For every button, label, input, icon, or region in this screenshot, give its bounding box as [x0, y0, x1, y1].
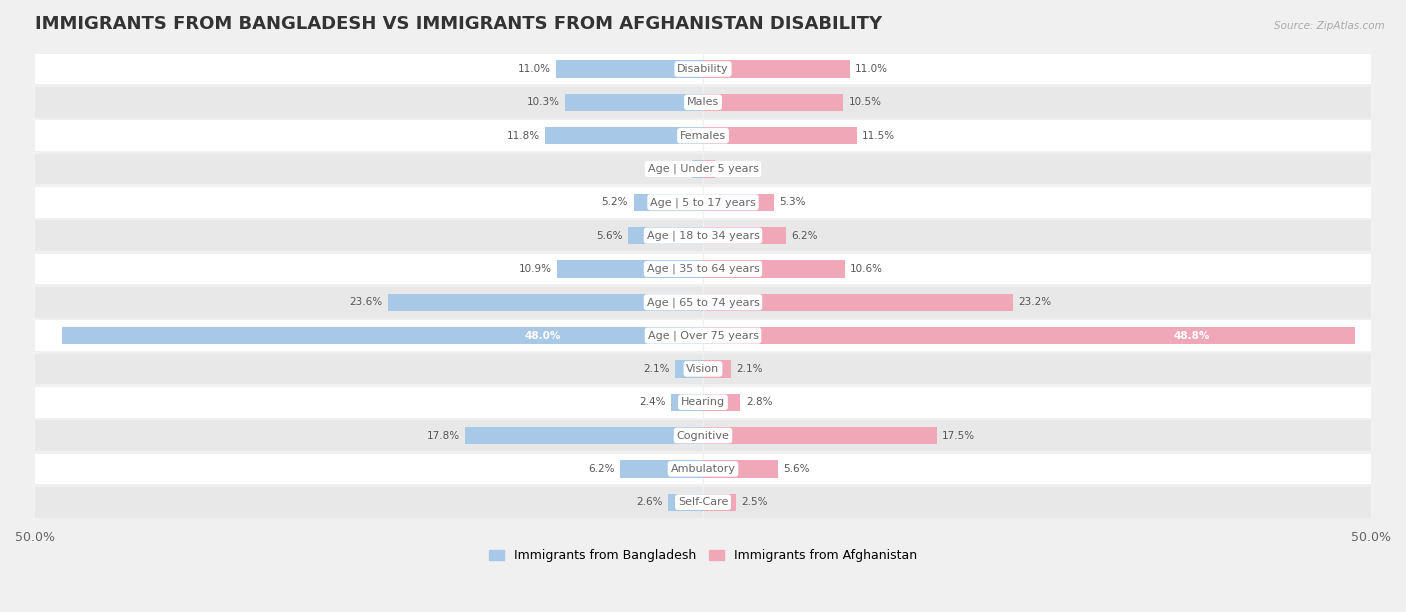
- Text: 5.6%: 5.6%: [783, 464, 810, 474]
- Text: Self-Care: Self-Care: [678, 497, 728, 507]
- Bar: [703, 260, 845, 278]
- Text: 2.4%: 2.4%: [640, 397, 665, 407]
- Bar: [703, 61, 851, 78]
- Text: 10.9%: 10.9%: [519, 264, 553, 274]
- Text: 11.0%: 11.0%: [855, 64, 889, 74]
- Text: 6.2%: 6.2%: [588, 464, 614, 474]
- Bar: [692, 160, 703, 177]
- Text: 2.8%: 2.8%: [745, 397, 772, 407]
- Bar: [35, 387, 1371, 417]
- Text: Age | 35 to 64 years: Age | 35 to 64 years: [647, 264, 759, 274]
- Bar: [703, 460, 778, 477]
- Text: 5.3%: 5.3%: [779, 197, 806, 207]
- Text: 17.5%: 17.5%: [942, 431, 976, 441]
- Text: 48.8%: 48.8%: [1174, 330, 1211, 341]
- Text: 11.8%: 11.8%: [508, 130, 540, 141]
- Bar: [703, 427, 936, 444]
- Bar: [62, 327, 703, 344]
- Bar: [703, 94, 844, 111]
- Legend: Immigrants from Bangladesh, Immigrants from Afghanistan: Immigrants from Bangladesh, Immigrants f…: [484, 544, 922, 567]
- Text: IMMIGRANTS FROM BANGLADESH VS IMMIGRANTS FROM AFGHANISTAN DISABILITY: IMMIGRANTS FROM BANGLADESH VS IMMIGRANTS…: [35, 15, 882, 33]
- Text: 6.2%: 6.2%: [792, 231, 818, 241]
- Bar: [35, 54, 1371, 84]
- Bar: [546, 127, 703, 144]
- Text: Age | 65 to 74 years: Age | 65 to 74 years: [647, 297, 759, 307]
- Bar: [35, 320, 1371, 351]
- Bar: [35, 354, 1371, 384]
- Bar: [628, 227, 703, 244]
- Text: 17.8%: 17.8%: [427, 431, 460, 441]
- Bar: [634, 193, 703, 211]
- Text: 0.91%: 0.91%: [720, 164, 754, 174]
- Bar: [703, 127, 856, 144]
- Bar: [671, 394, 703, 411]
- Text: 11.0%: 11.0%: [517, 64, 551, 74]
- Bar: [703, 493, 737, 511]
- Text: Cognitive: Cognitive: [676, 431, 730, 441]
- Bar: [675, 360, 703, 378]
- Text: Hearing: Hearing: [681, 397, 725, 407]
- Bar: [35, 487, 1371, 518]
- Bar: [465, 427, 703, 444]
- Text: 23.6%: 23.6%: [349, 297, 382, 307]
- Bar: [35, 220, 1371, 251]
- Text: Age | Over 75 years: Age | Over 75 years: [648, 330, 758, 341]
- Text: Source: ZipAtlas.com: Source: ZipAtlas.com: [1274, 21, 1385, 31]
- Text: 5.6%: 5.6%: [596, 231, 623, 241]
- Bar: [668, 493, 703, 511]
- Text: Vision: Vision: [686, 364, 720, 374]
- Bar: [35, 253, 1371, 284]
- Text: 2.1%: 2.1%: [737, 364, 763, 374]
- Text: 2.5%: 2.5%: [742, 497, 768, 507]
- Text: 5.2%: 5.2%: [602, 197, 628, 207]
- Bar: [620, 460, 703, 477]
- Text: Males: Males: [688, 97, 718, 107]
- Bar: [703, 327, 1355, 344]
- Bar: [35, 87, 1371, 118]
- Text: 10.5%: 10.5%: [849, 97, 882, 107]
- Text: Age | Under 5 years: Age | Under 5 years: [648, 164, 758, 174]
- Bar: [565, 94, 703, 111]
- Text: 2.6%: 2.6%: [637, 497, 662, 507]
- Bar: [35, 453, 1371, 484]
- Text: Age | 5 to 17 years: Age | 5 to 17 years: [650, 197, 756, 207]
- Bar: [703, 193, 773, 211]
- Bar: [35, 121, 1371, 151]
- Text: 48.0%: 48.0%: [524, 330, 561, 341]
- Bar: [388, 294, 703, 311]
- Bar: [703, 394, 741, 411]
- Bar: [703, 360, 731, 378]
- Bar: [557, 260, 703, 278]
- Text: 23.2%: 23.2%: [1018, 297, 1052, 307]
- Bar: [35, 154, 1371, 184]
- Bar: [35, 187, 1371, 218]
- Text: Disability: Disability: [678, 64, 728, 74]
- Text: 2.1%: 2.1%: [643, 364, 669, 374]
- Text: Ambulatory: Ambulatory: [671, 464, 735, 474]
- Bar: [35, 287, 1371, 318]
- Bar: [703, 160, 716, 177]
- Bar: [555, 61, 703, 78]
- Bar: [703, 294, 1012, 311]
- Text: Females: Females: [681, 130, 725, 141]
- Text: 11.5%: 11.5%: [862, 130, 896, 141]
- Text: Age | 18 to 34 years: Age | 18 to 34 years: [647, 230, 759, 241]
- Text: 10.6%: 10.6%: [851, 264, 883, 274]
- Bar: [35, 420, 1371, 451]
- Text: 0.85%: 0.85%: [654, 164, 686, 174]
- Text: 10.3%: 10.3%: [527, 97, 560, 107]
- Bar: [703, 227, 786, 244]
